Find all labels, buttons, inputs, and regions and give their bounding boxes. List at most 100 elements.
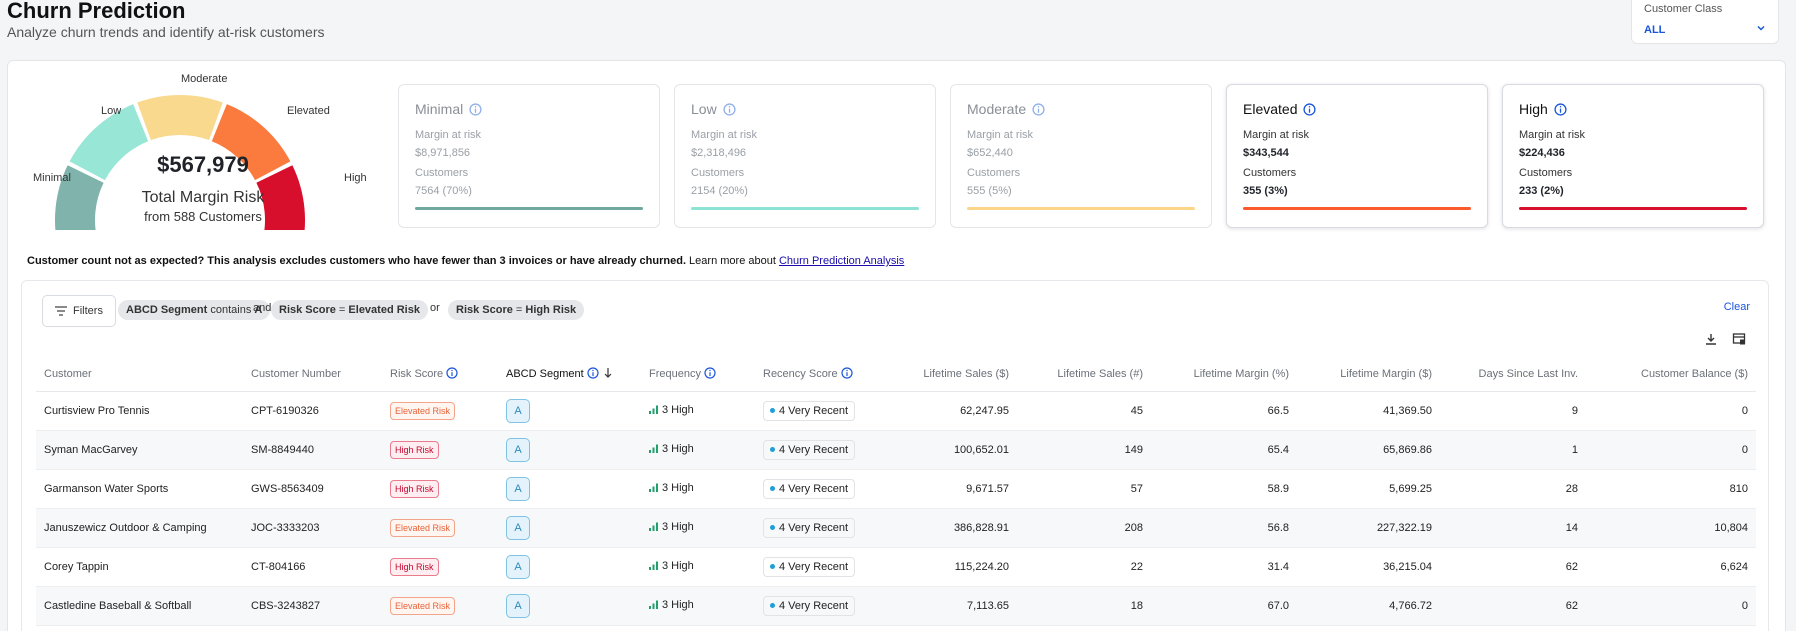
cell-risk-score: Elevated Risk xyxy=(382,508,498,548)
info-icon[interactable] xyxy=(704,367,716,379)
gauge-label-moderate: Moderate xyxy=(181,73,228,85)
cell-lifetime-sales: 386,828.91 xyxy=(889,508,1017,548)
cell-customer[interactable]: Corey Tappin xyxy=(36,547,243,587)
cell-risk-score: Elevated Risk xyxy=(382,586,498,626)
cell-customer[interactable]: Januszewicz Outdoor & Camping xyxy=(36,508,243,548)
col-lifetime-sales-count[interactable]: Lifetime Sales (#) xyxy=(1017,357,1151,392)
filter-chip-op: = xyxy=(335,304,349,316)
info-icon[interactable] xyxy=(446,367,458,379)
column-label: Days Since Last Inv. xyxy=(1478,367,1578,380)
frequency-value: 3 High xyxy=(662,559,694,572)
col-recency-score[interactable]: Recency Score xyxy=(755,357,889,392)
recency-dot-icon xyxy=(770,603,775,608)
cell-customer[interactable]: Syman MacGarvey xyxy=(36,430,243,470)
table-row[interactable]: Syman MacGarvey SM-8849440 High Risk A 3… xyxy=(36,430,1756,470)
info-icon[interactable] xyxy=(1032,102,1045,116)
segment-badge: A xyxy=(506,593,530,618)
filter-chip[interactable]: ABCD Segment contains A xyxy=(118,300,271,320)
cell-customer[interactable]: Garmanson Water Sports xyxy=(36,469,243,509)
filters-button[interactable]: Filters xyxy=(42,295,116,327)
cell-lifetime-margin-pct: 65.4 xyxy=(1151,430,1297,470)
customer-count-notice: Customer count not as expected? This ana… xyxy=(27,255,904,267)
cell-abcd-segment: A xyxy=(498,469,641,509)
risk-card-low[interactable]: Low Margin at risk $2,318,496 Customers … xyxy=(674,84,936,228)
col-customer-number[interactable]: Customer Number xyxy=(243,357,382,392)
cell-customer-balance: 0 xyxy=(1586,391,1756,431)
cell-lifetime-sales: 62,247.95 xyxy=(889,391,1017,431)
risk-card-moderate[interactable]: Moderate Margin at risk $652,440 Custome… xyxy=(950,84,1212,228)
margin-at-risk-value: $8,971,856 xyxy=(415,147,471,159)
table-row[interactable]: Curtisview Pro Tennis CPT-6190326 Elevat… xyxy=(36,391,1756,431)
cell-customer[interactable]: Castledine Baseball & Softball xyxy=(36,586,243,626)
col-risk-score[interactable]: Risk Score xyxy=(382,357,498,392)
cell-lifetime-sales: 9,671.57 xyxy=(889,469,1017,509)
info-icon[interactable] xyxy=(587,367,599,379)
table-row[interactable]: Corey Tappin CT-804166 High Risk A 3 Hig… xyxy=(36,547,1756,587)
cell-frequency: 3 High xyxy=(641,469,755,509)
filter-chip[interactable]: Risk Score = Elevated Risk xyxy=(271,300,428,320)
cell-abcd-segment: A xyxy=(498,508,641,548)
recency-dot-icon xyxy=(770,525,775,530)
cell-abcd-segment: A xyxy=(498,430,641,470)
col-abcd-segment[interactable]: ABCD Segment xyxy=(498,357,641,392)
column-label: Customer xyxy=(44,367,92,380)
gauge-from-label: from 588 Customers xyxy=(144,209,262,224)
segment-badge: A xyxy=(506,398,530,423)
cell-recency-score: 4 Very Recent xyxy=(755,469,889,509)
column-label: ABCD Segment xyxy=(506,368,584,381)
col-frequency[interactable]: Frequency xyxy=(641,357,755,392)
cell-customer-balance: 0 xyxy=(1586,430,1756,470)
margin-at-risk-value: $652,440 xyxy=(967,147,1013,159)
risk-card-minimal[interactable]: Minimal Margin at risk $8,971,856 Custom… xyxy=(398,84,660,228)
col-lifetime-margin[interactable]: Lifetime Margin ($) xyxy=(1297,357,1440,392)
recency-value: 4 Very Recent xyxy=(779,443,849,456)
sort-down-icon[interactable] xyxy=(602,367,614,379)
cell-recency-score: 4 Very Recent xyxy=(755,391,889,431)
customers-value: 2154 (20%) xyxy=(691,185,748,197)
col-lifetime-sales[interactable]: Lifetime Sales ($) xyxy=(889,357,1017,392)
risk-badge: High Risk xyxy=(390,440,439,459)
col-lifetime-margin-pct[interactable]: Lifetime Margin (%) xyxy=(1151,357,1297,392)
risk-card-title: Elevated xyxy=(1243,101,1298,117)
cell-customer-number: SM-8849440 xyxy=(243,430,382,470)
col-days-since-last-inv[interactable]: Days Since Last Inv. xyxy=(1440,357,1586,392)
cell-frequency: 3 High xyxy=(641,508,755,548)
table-row[interactable]: Garmanson Water Sports GWS-8563409 High … xyxy=(36,469,1756,509)
risk-card-title: Moderate xyxy=(967,101,1027,117)
risk-card-high[interactable]: High Margin at risk $224,436 Customers 2… xyxy=(1502,84,1764,228)
cell-lifetime-margin: 5,699.25 xyxy=(1297,469,1440,509)
filter-chip-value: A xyxy=(254,304,263,316)
col-customer-balance[interactable]: Customer Balance ($) xyxy=(1586,357,1756,392)
page-title: Churn Prediction xyxy=(7,0,186,23)
table-header-row: Customer Customer Number Risk Score ABCD… xyxy=(36,357,1756,392)
clear-filters-link[interactable]: Clear xyxy=(1723,301,1750,313)
customer-class-select[interactable]: Customer Class ALL xyxy=(1631,0,1779,44)
cell-customer-number: CBS-3243827 xyxy=(243,586,382,626)
info-icon[interactable] xyxy=(840,367,853,379)
signal-bars-icon xyxy=(649,600,658,610)
recency-badge: 4 Very Recent xyxy=(763,517,856,538)
risk-badge: High Risk xyxy=(390,479,439,498)
cell-days-since-last-inv: 62 xyxy=(1440,586,1586,626)
table-row[interactable]: Castledine Baseball & Softball CBS-32438… xyxy=(36,586,1756,626)
download-icon[interactable] xyxy=(1704,332,1718,346)
customer-class-label: Customer Class xyxy=(1644,3,1723,15)
segment-badge: A xyxy=(506,437,530,462)
column-settings-icon[interactable] xyxy=(1732,332,1746,346)
column-label: Risk Score xyxy=(390,368,444,381)
info-icon[interactable] xyxy=(1554,102,1567,116)
cell-lifetime-sales-count: 149 xyxy=(1017,430,1151,470)
churn-analysis-link[interactable]: Churn Prediction Analysis xyxy=(778,255,905,267)
cell-customer[interactable]: Curtisview Pro Tennis xyxy=(36,391,243,431)
col-customer[interactable]: Customer xyxy=(36,357,243,392)
info-icon[interactable] xyxy=(469,102,482,116)
risk-card-elevated[interactable]: Elevated Margin at risk $343,544 Custome… xyxy=(1226,84,1488,228)
recency-dot-icon xyxy=(770,447,775,452)
margin-at-risk-value: $2,318,496 xyxy=(691,147,747,159)
info-icon[interactable] xyxy=(723,102,736,116)
info-icon[interactable] xyxy=(1303,102,1317,116)
recency-value: 4 Very Recent xyxy=(779,404,849,417)
column-label: Lifetime Margin (%) xyxy=(1193,367,1289,380)
table-row[interactable]: Januszewicz Outdoor & Camping JOC-333320… xyxy=(36,508,1756,548)
filter-chip[interactable]: Risk Score = High Risk xyxy=(448,300,585,320)
